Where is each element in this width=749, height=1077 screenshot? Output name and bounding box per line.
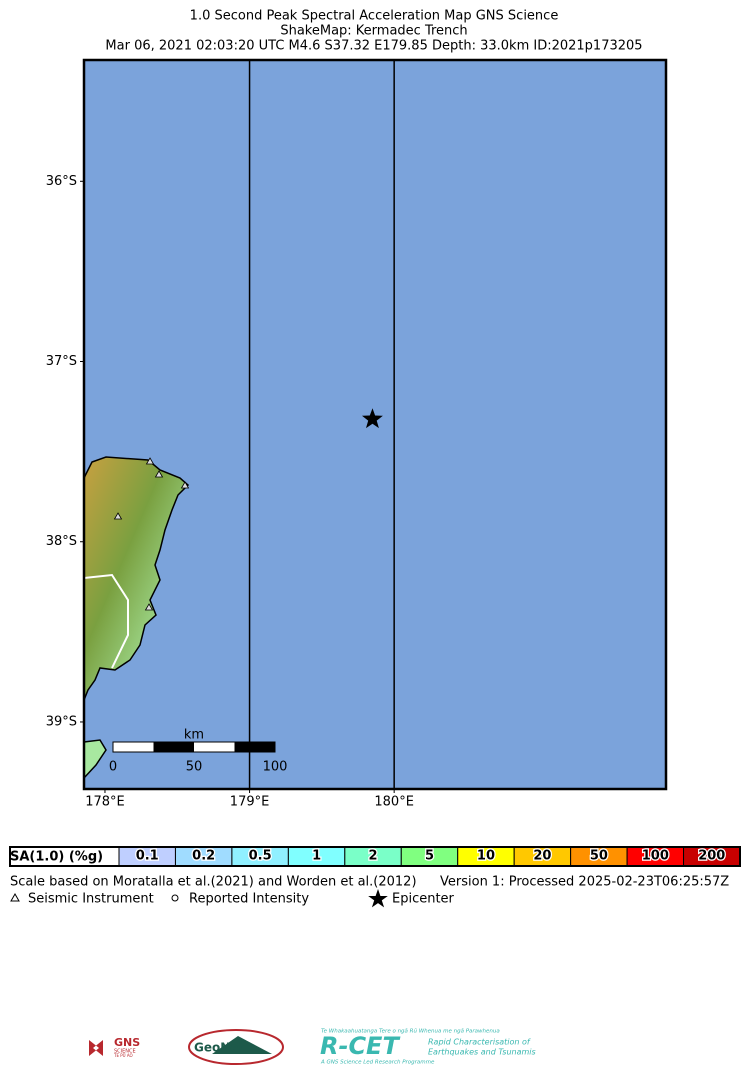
y-tick-label: 39°S	[46, 714, 77, 729]
intensity-symbol	[171, 894, 179, 902]
geonet-mountain	[212, 1036, 272, 1054]
instrument-symbol	[10, 892, 20, 902]
legend-bin-label: 100	[642, 849, 669, 864]
scale-unit: km	[184, 728, 204, 743]
geonet-ring	[188, 1029, 284, 1065]
instrument	[113, 512, 123, 520]
geonet-logo: GeoNet	[194, 1041, 244, 1055]
gns-mark	[89, 1040, 103, 1056]
epicenter	[362, 408, 383, 429]
instrument	[154, 470, 164, 478]
boundary	[83, 573, 129, 669]
scale-note: Scale based on Moratalla et al.(2021) an…	[10, 875, 417, 890]
legend-bin-label: 0.5	[249, 849, 272, 864]
scale-bar: km 0 50 100	[109, 728, 288, 775]
rcet-maori: Te Whakaahuatanga Tere o ngā Rū Whenua m…	[321, 1029, 500, 1035]
legend-bin-label: 0.1	[136, 849, 159, 864]
legend-epicenter: Epicenter	[392, 892, 455, 907]
legend-bin-label: 5	[425, 849, 434, 864]
map-frame	[82, 58, 668, 791]
legend-frame	[9, 846, 741, 867]
gns-sub: SCIENCE	[114, 1049, 136, 1055]
legend-label: SA(1.0) (%g)	[10, 850, 103, 865]
rcet-line: Rapid Characterisation of	[428, 1038, 531, 1047]
gns-maori: TE PŪ AO	[113, 1053, 133, 1058]
legend-bin-label: 20	[533, 849, 551, 864]
scale-tick-label: 0	[109, 760, 117, 775]
x-tick-label: 180°E	[374, 795, 414, 810]
scale-tick-label: 50	[186, 760, 203, 775]
legend-instrument: Seismic Instrument	[28, 892, 154, 907]
legend-intensity: Reported Intensity	[189, 892, 309, 907]
title-line: Mar 06, 2021 02:03:20 UTC M4.6 S37.32 E1…	[105, 39, 642, 54]
title-line: 1.0 Second Peak Spectral Acceleration Ma…	[190, 9, 559, 24]
scale-tick-label: 100	[263, 760, 288, 775]
x-tick-label: 178°E	[85, 795, 125, 810]
rcet-line: Earthquakes and Tsunamis	[428, 1048, 536, 1057]
legend-bin-label: 200	[698, 849, 725, 864]
y-tick-label: 36°S	[46, 174, 77, 189]
instrument	[145, 457, 155, 465]
scale-bar-segment	[234, 742, 275, 752]
legend-bin-label: 1	[312, 849, 321, 864]
legend-bin-label: 50	[590, 849, 608, 864]
title-line: ShakeMap: Kermadec Trench	[280, 24, 467, 39]
instruments	[113, 457, 190, 611]
legend-bin-label: 10	[477, 849, 495, 864]
scale-bar-segment	[153, 742, 194, 752]
legend-bin-label: 0.2	[192, 849, 215, 864]
y-tick-label: 37°S	[46, 354, 77, 369]
version-note: Version 1: Processed 2025-02-23T06:25:57…	[440, 875, 729, 890]
logos: GNS SCIENCE TE PŪ AO GeoNet Te Whakaahua…	[89, 1029, 536, 1066]
rcet-logo: R-CET	[320, 1032, 400, 1060]
y-tick-label: 38°S	[46, 534, 77, 549]
instrument	[144, 603, 154, 611]
rcet-sub: A GNS Science Led Research Programme	[320, 1060, 435, 1066]
instrument	[180, 481, 190, 489]
land	[83, 456, 190, 701]
x-tick-label: 179°E	[230, 795, 270, 810]
legend-bin-label: 2	[369, 849, 378, 864]
gns-logo: GNS	[114, 1036, 140, 1049]
epicenter-symbol	[368, 889, 388, 908]
